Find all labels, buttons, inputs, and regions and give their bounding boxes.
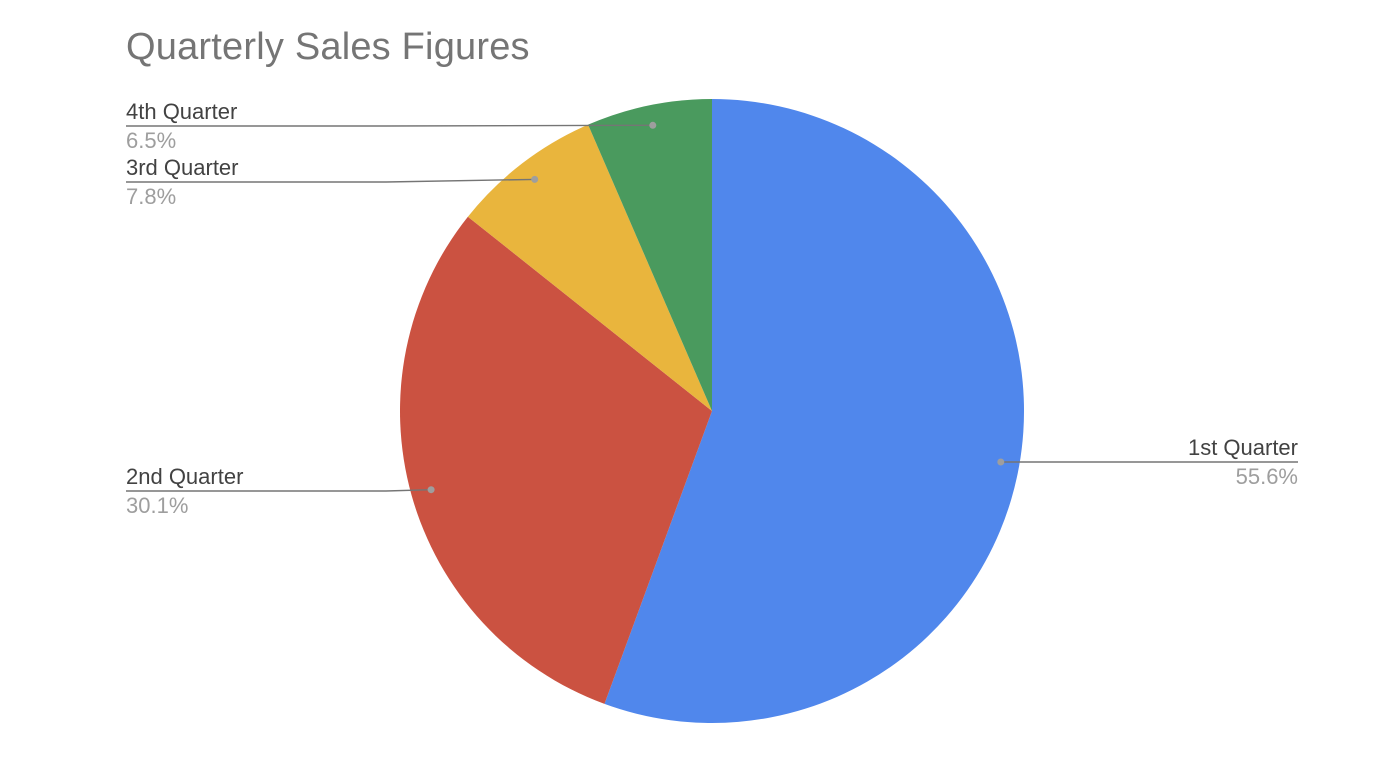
slice-value-3rd-quarter: 7.8% [126,184,176,209]
leader-dot-1st-quarter [997,458,1005,466]
pie-slice-1st-quarter[interactable] [604,99,1025,723]
slice-label-3rd-quarter: 3rd Quarter [126,155,239,180]
slice-label-1st-quarter: 1st Quarter [1188,435,1298,460]
chart-title: Quarterly Sales Figures [126,26,530,68]
slice-label-2nd-quarter: 2nd Quarter [126,464,243,489]
slice-value-2nd-quarter: 30.1% [126,493,188,518]
leader-line-2nd-quarter [126,489,432,492]
leader-line-4th-quarter [126,124,653,127]
leader-dot-2nd-quarter [427,486,435,494]
pie-slice-2nd-quarter[interactable] [399,216,712,704]
slice-label-4th-quarter: 4th Quarter [126,99,237,124]
slice-value-4th-quarter: 6.5% [126,128,176,153]
leader-line-3rd-quarter [126,178,535,183]
leader-dot-4th-quarter [649,121,657,129]
leader-dot-3rd-quarter [531,175,539,183]
pie-slice-4th-quarter[interactable] [588,99,712,411]
slice-value-1st-quarter: 55.6% [1236,464,1298,489]
pie-slice-3rd-quarter[interactable] [467,124,712,411]
